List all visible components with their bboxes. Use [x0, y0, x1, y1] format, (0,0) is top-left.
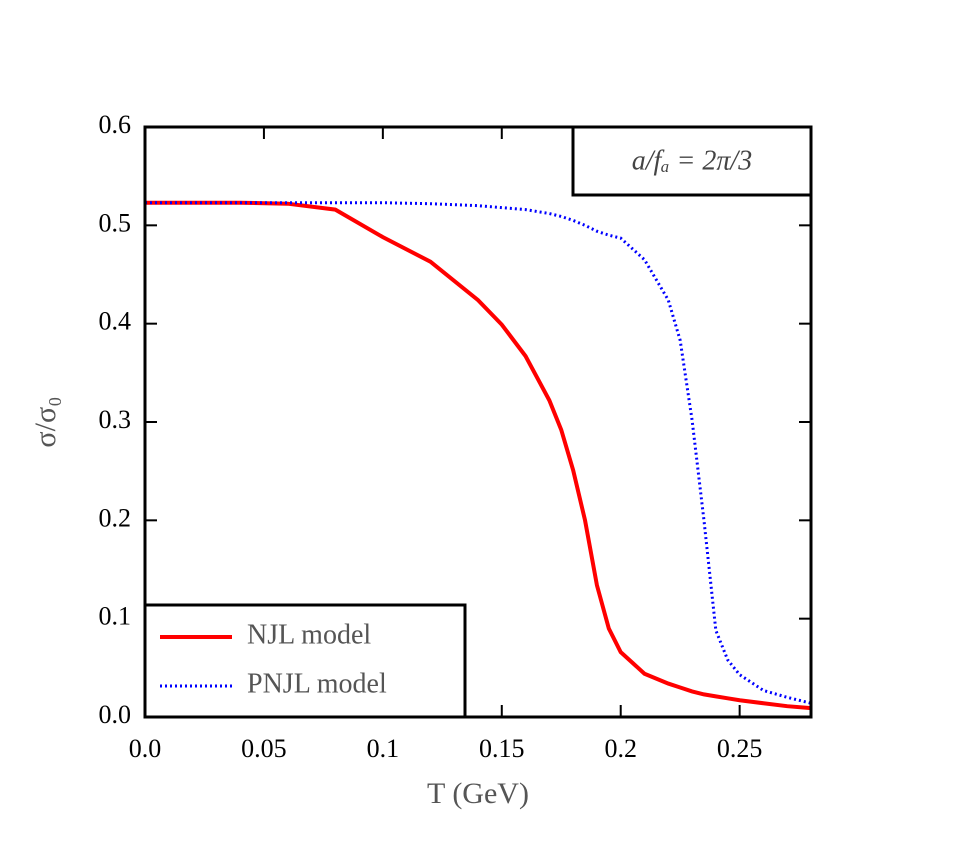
legend-label: NJL model [247, 619, 371, 650]
legend-box [143, 603, 467, 719]
x-tick-label: 0.0 [129, 734, 162, 763]
y-tick-label: 0.0 [99, 700, 132, 729]
annotation: a/fₐ = 2π/3 [632, 145, 752, 176]
x-tick-label: 0.2 [604, 734, 637, 763]
y-tick-label: 0.5 [99, 208, 132, 237]
y-tick-label: 0.2 [99, 503, 132, 532]
y-tick-label: 0.6 [99, 110, 132, 139]
y-tick-label: 0.1 [99, 602, 132, 631]
data-line [145, 200, 812, 711]
x-tick-label: 0.15 [479, 734, 525, 763]
x-tick-label: 0.1 [367, 734, 400, 763]
y-axis-label: σ/σ₀ [29, 396, 62, 447]
y-tick-label: 0.3 [99, 405, 132, 434]
x-tick-label: 0.25 [717, 734, 763, 763]
legend-label: PNJL model [247, 668, 387, 699]
y-tick-label: 0.4 [99, 307, 132, 336]
x-axis-label: T (GeV) [427, 777, 529, 810]
annotation-box [571, 125, 813, 197]
x-tick-label: 0.05 [241, 734, 287, 763]
plot-frame [143, 125, 813, 719]
